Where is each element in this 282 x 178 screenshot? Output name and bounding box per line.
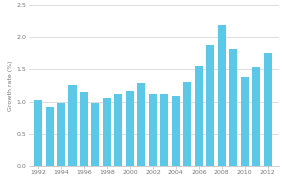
Y-axis label: Growth rate (%): Growth rate (%) <box>8 60 14 111</box>
Bar <box>69 85 76 166</box>
Bar <box>172 96 180 166</box>
Bar <box>137 83 146 166</box>
Bar <box>34 100 42 166</box>
Bar <box>229 49 237 166</box>
Bar <box>114 94 122 166</box>
Bar <box>91 103 100 166</box>
Bar <box>45 107 54 166</box>
Bar <box>264 53 272 166</box>
Bar <box>160 95 168 166</box>
Bar <box>149 95 157 166</box>
Bar <box>126 91 134 166</box>
Bar <box>206 45 214 166</box>
Bar <box>183 82 191 166</box>
Bar <box>80 92 88 166</box>
Bar <box>195 66 203 166</box>
Bar <box>241 77 249 166</box>
Bar <box>103 98 111 166</box>
Bar <box>218 25 226 166</box>
Bar <box>57 103 65 166</box>
Bar <box>252 67 260 166</box>
